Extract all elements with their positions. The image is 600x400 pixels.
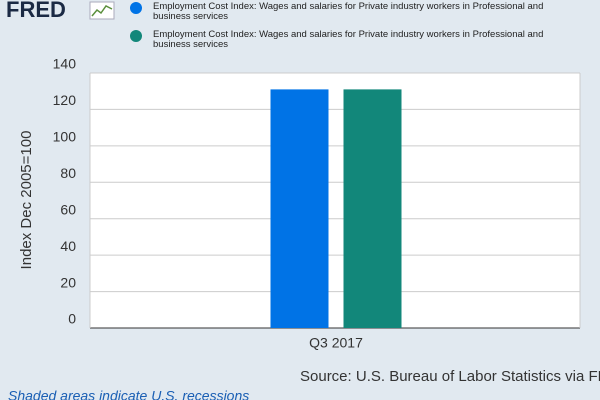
legend-swatch (130, 30, 142, 42)
logo-icon (89, 1, 115, 20)
y-tick-label: 100 (53, 129, 77, 145)
x-tick-label: Q3 2017 (309, 335, 363, 351)
plot-area (90, 73, 580, 328)
legend-item: Employment Cost Index: Wages and salarie… (130, 30, 570, 50)
legend-label: Employment Cost Index: Wages and salarie… (153, 1, 544, 22)
legend-label: Employment Cost Index: Wages and salarie… (153, 29, 544, 50)
legend-item: Employment Cost Index: Wages and salarie… (130, 2, 570, 22)
legend-swatch (130, 2, 142, 14)
logo: FRED (6, 0, 66, 22)
y-tick-label: 20 (60, 274, 76, 290)
y-tick-label: 0 (68, 311, 76, 327)
y-tick-label: 80 (60, 165, 76, 181)
source: Source: U.S. Bureau of Labor Statistics … (300, 368, 600, 385)
bar (343, 89, 402, 329)
y-tick-label: 120 (53, 92, 77, 108)
y-tick-label: 60 (60, 201, 76, 217)
note: Shaded areas indicate U.S. recessions (8, 388, 249, 400)
y-tick-label: 40 (60, 238, 76, 254)
bar (270, 89, 329, 329)
y-tick-label: 140 (53, 56, 77, 72)
y-axis-label: Index Dec 2005=100 (18, 131, 35, 270)
